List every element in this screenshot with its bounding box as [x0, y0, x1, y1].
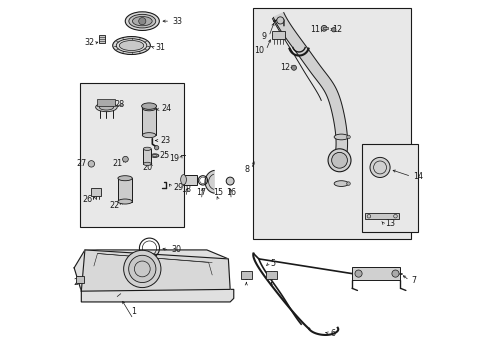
- Ellipse shape: [119, 41, 143, 50]
- Text: 21: 21: [112, 159, 122, 168]
- Text: 22: 22: [109, 201, 120, 210]
- Bar: [351, 267, 400, 280]
- Ellipse shape: [142, 103, 156, 109]
- Circle shape: [226, 177, 234, 185]
- Ellipse shape: [143, 147, 151, 150]
- Circle shape: [154, 145, 159, 150]
- Circle shape: [346, 182, 349, 185]
- Bar: [271, 31, 285, 39]
- Text: 7: 7: [410, 276, 415, 285]
- Circle shape: [88, 161, 94, 167]
- Bar: [253, 8, 410, 239]
- Bar: [183, 175, 197, 185]
- Text: 9: 9: [262, 32, 266, 41]
- Text: 27: 27: [76, 159, 86, 168]
- Circle shape: [276, 17, 284, 24]
- Text: 25: 25: [159, 151, 169, 160]
- Ellipse shape: [142, 106, 156, 111]
- Text: 26: 26: [82, 195, 92, 204]
- Bar: [118, 178, 132, 202]
- Bar: [364, 213, 398, 220]
- Ellipse shape: [180, 175, 186, 185]
- Text: 23: 23: [160, 136, 170, 145]
- Text: 3: 3: [244, 273, 248, 282]
- Text: 30: 30: [171, 246, 181, 255]
- Ellipse shape: [96, 103, 117, 112]
- Circle shape: [346, 135, 349, 139]
- Text: 29: 29: [173, 183, 183, 192]
- Bar: [97, 99, 115, 106]
- Bar: [142, 108, 156, 135]
- Ellipse shape: [333, 134, 348, 140]
- Circle shape: [291, 65, 296, 70]
- Text: 32: 32: [84, 38, 94, 47]
- Text: 2: 2: [74, 278, 79, 287]
- Ellipse shape: [151, 154, 159, 157]
- Circle shape: [369, 157, 389, 177]
- Text: 11: 11: [309, 25, 319, 34]
- Text: 33: 33: [172, 17, 182, 26]
- Text: 10: 10: [254, 46, 264, 55]
- Text: 8: 8: [244, 165, 249, 174]
- Text: 16: 16: [226, 188, 236, 197]
- Text: 19: 19: [168, 154, 179, 163]
- Ellipse shape: [118, 176, 132, 181]
- Text: 12: 12: [332, 25, 342, 34]
- Text: 24: 24: [161, 104, 171, 113]
- Text: 18: 18: [181, 185, 191, 194]
- Text: 14: 14: [412, 172, 422, 181]
- Text: 6: 6: [330, 329, 335, 338]
- Ellipse shape: [112, 37, 150, 54]
- Ellipse shape: [333, 181, 348, 186]
- Ellipse shape: [99, 104, 113, 110]
- Text: 28: 28: [114, 100, 124, 109]
- Ellipse shape: [132, 17, 152, 26]
- Circle shape: [128, 255, 156, 283]
- Bar: [322, 27, 328, 30]
- Bar: [362, 144, 417, 232]
- Ellipse shape: [143, 162, 151, 166]
- Text: 4: 4: [268, 273, 273, 282]
- Text: 17: 17: [196, 188, 206, 197]
- Ellipse shape: [118, 199, 132, 204]
- Circle shape: [122, 156, 128, 162]
- Circle shape: [331, 28, 335, 32]
- Bar: [80, 83, 183, 226]
- Text: 12: 12: [280, 63, 290, 72]
- Bar: [91, 188, 101, 196]
- Polygon shape: [74, 250, 233, 302]
- Polygon shape: [204, 170, 214, 193]
- Circle shape: [123, 250, 161, 288]
- Text: 20: 20: [142, 163, 152, 172]
- Circle shape: [321, 26, 326, 31]
- Text: 1: 1: [131, 307, 136, 316]
- Polygon shape: [273, 13, 347, 152]
- Circle shape: [354, 270, 362, 277]
- Text: 31: 31: [155, 43, 165, 52]
- Ellipse shape: [142, 133, 156, 138]
- Polygon shape: [81, 250, 230, 291]
- Circle shape: [139, 18, 145, 25]
- Circle shape: [331, 152, 346, 168]
- Bar: [265, 271, 277, 279]
- Bar: [99, 35, 105, 42]
- Circle shape: [391, 270, 398, 277]
- Ellipse shape: [128, 14, 155, 28]
- Text: 5: 5: [270, 259, 275, 268]
- Bar: [240, 271, 251, 279]
- Ellipse shape: [125, 12, 159, 31]
- Bar: [76, 276, 84, 283]
- Text: 15: 15: [213, 188, 223, 197]
- Text: 13: 13: [385, 219, 395, 228]
- Bar: [143, 149, 151, 164]
- Circle shape: [327, 149, 350, 172]
